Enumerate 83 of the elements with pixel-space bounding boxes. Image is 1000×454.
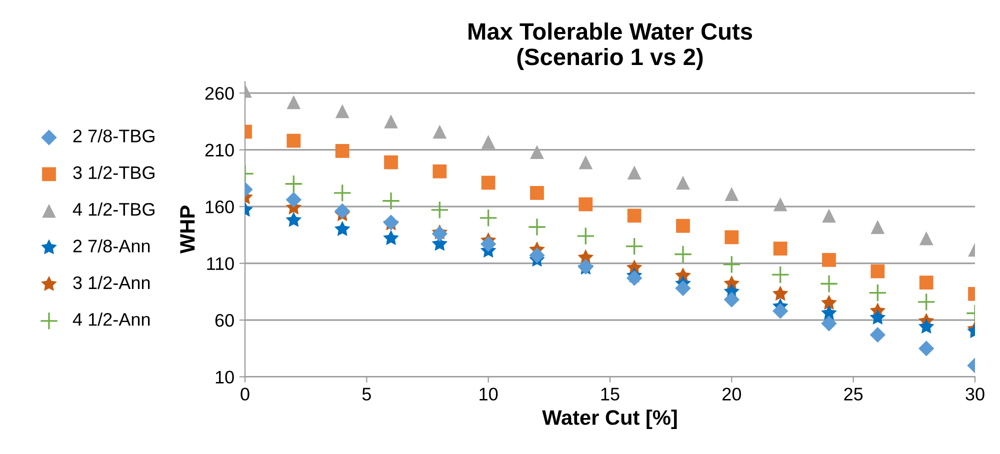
point	[334, 203, 350, 219]
x-tick-label: 0	[240, 388, 250, 400]
legend-label: 4 1/2-TBG	[72, 202, 154, 216]
chart-title: Max Tolerable Water Cuts (Scenario 1 vs 2)	[468, 22, 752, 70]
point	[528, 218, 546, 236]
legend-label: 3 1/2-Ann	[73, 276, 150, 290]
x-axis-title: Water Cut [%]	[542, 410, 677, 430]
point	[722, 255, 741, 274]
point	[627, 166, 642, 180]
point	[918, 340, 934, 356]
point	[627, 208, 642, 223]
point	[724, 230, 739, 244]
point	[430, 200, 449, 220]
point	[481, 134, 496, 149]
legend-label: 3 1/2-TBG	[73, 166, 154, 180]
point	[530, 186, 544, 200]
point	[822, 252, 836, 267]
point	[625, 237, 644, 256]
point	[870, 326, 886, 343]
x-tick-label: 5	[362, 388, 371, 400]
point	[675, 280, 691, 296]
point	[432, 164, 447, 178]
point	[917, 292, 936, 312]
point	[530, 145, 544, 160]
point	[870, 309, 886, 325]
y-tick-label: 10	[216, 370, 234, 384]
point	[335, 104, 350, 118]
point	[870, 220, 885, 234]
point	[821, 316, 837, 332]
point	[479, 208, 498, 228]
y-axis-title: WHP	[180, 206, 195, 254]
point	[382, 192, 400, 210]
y-tick-label: 260	[205, 87, 234, 100]
y-tick-label: 60	[215, 314, 234, 327]
point	[676, 218, 690, 233]
point	[772, 286, 788, 301]
point	[286, 134, 301, 148]
point	[333, 184, 352, 202]
x-tick-label: 30	[966, 388, 984, 400]
y-tick-label: 160	[206, 200, 234, 214]
point	[821, 304, 837, 320]
point	[919, 276, 934, 290]
y-tick-label: 210	[205, 144, 234, 157]
point	[868, 284, 887, 302]
point	[284, 174, 303, 194]
point	[626, 270, 642, 286]
x-tick-label: 25	[844, 388, 863, 400]
point	[724, 187, 739, 202]
point	[576, 226, 595, 246]
point	[481, 176, 496, 190]
point	[820, 274, 838, 293]
x-tick-label: 10	[480, 388, 498, 400]
point	[822, 208, 836, 223]
point	[432, 124, 447, 139]
point	[286, 212, 302, 227]
legend-label: 2 7/8-Ann	[73, 239, 150, 252]
point	[771, 266, 790, 284]
legend-label: 2 7/8-TBG	[73, 129, 154, 142]
point	[772, 303, 788, 319]
point	[674, 245, 692, 264]
point	[383, 230, 399, 246]
point	[919, 231, 934, 246]
legend-label: 4 1/2-Ann	[72, 312, 150, 326]
point	[578, 155, 593, 170]
point	[578, 197, 593, 212]
x-tick-label: 15	[601, 388, 620, 400]
point	[676, 176, 690, 190]
point	[773, 242, 788, 256]
point	[480, 236, 496, 252]
point	[821, 294, 837, 310]
point	[918, 318, 934, 334]
point	[286, 192, 302, 208]
point	[384, 155, 398, 170]
point	[334, 220, 350, 236]
point	[286, 95, 301, 110]
point	[773, 197, 788, 212]
point	[724, 292, 740, 308]
point	[529, 248, 545, 264]
x-tick-label: 20	[722, 388, 742, 400]
point	[335, 144, 350, 158]
y-tick-label: 110	[207, 257, 234, 270]
point	[870, 264, 885, 278]
point	[384, 114, 398, 128]
